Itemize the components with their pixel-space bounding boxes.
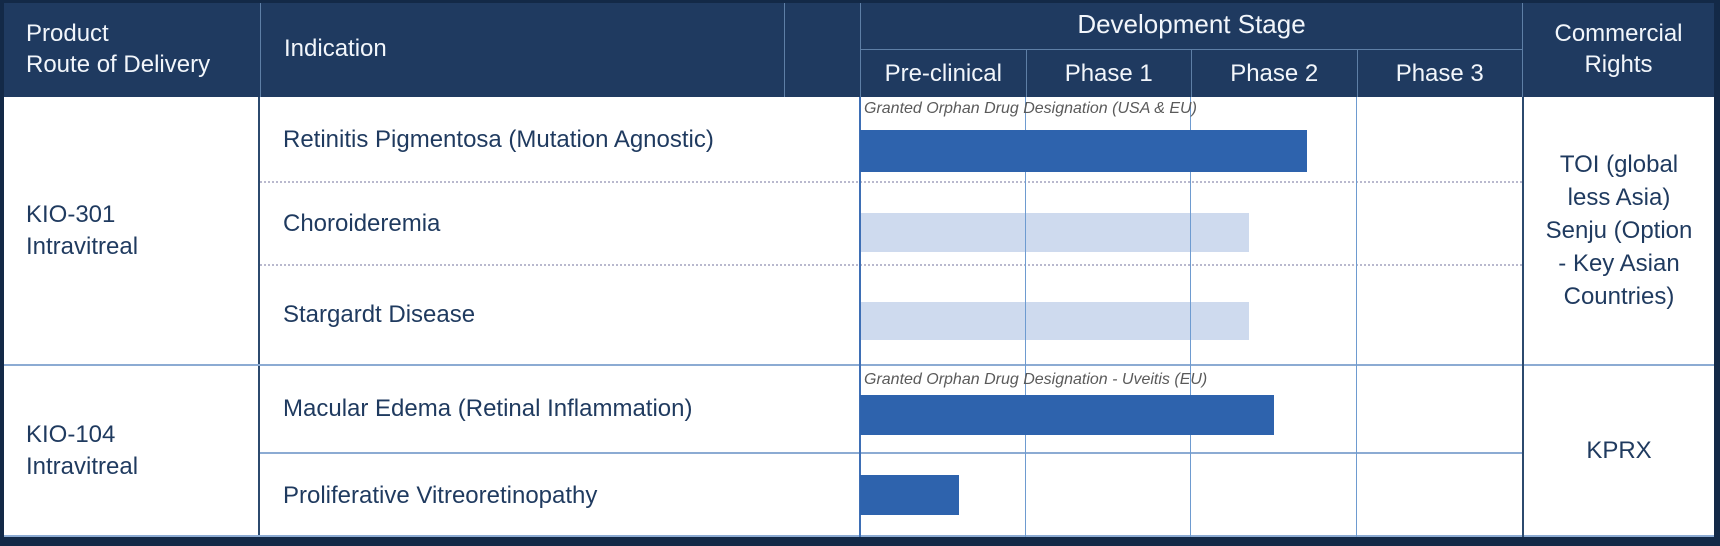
commercial-rights-divider	[1522, 97, 1524, 537]
stage-column-header-phase1: Phase 1	[1025, 50, 1192, 97]
header-product-column: Product Route of Delivery	[0, 0, 260, 97]
indication-cell: Stargardt Disease	[283, 301, 476, 328]
indication-cell: Retinitis Pigmentosa (Mutation Agnostic)	[283, 125, 714, 153]
gridline-phase2	[1190, 97, 1191, 537]
gridline-chart-start	[859, 97, 861, 537]
stage-chart-cell	[860, 266, 1522, 364]
stage-column-header-phase2: Phase 2	[1191, 50, 1357, 97]
stage-subheader-row: Pre-clinical Phase 1 Phase 2 Phase 3	[861, 50, 1522, 97]
gridline-phase3	[1356, 97, 1357, 537]
pipeline-row-stargardt: Stargardt Disease	[260, 266, 1522, 364]
orphan-drug-annotation: Granted Orphan Drug Designation - Uveiti…	[864, 371, 1208, 388]
commercial-rights-cell-kio-104: KPRX	[1586, 437, 1652, 464]
pipeline-row-retinitis: Retinitis Pigmentosa (Mutation Agnostic)…	[260, 97, 1522, 182]
stage-bar-proliferative	[860, 475, 960, 515]
indication-cell: Proliferative Vitreoretinopathy	[283, 481, 598, 509]
group-separator-line	[0, 364, 1714, 366]
row-separator-solid	[260, 452, 1522, 454]
stage-bar-retinitis	[860, 130, 1307, 172]
stage-bar-stargardt	[860, 302, 1249, 340]
product-indication-divider	[258, 97, 260, 537]
header-indication-column: Indication	[260, 0, 784, 97]
row-separator-dotted	[260, 181, 1522, 183]
header-development-stage-title: Development Stage	[861, 0, 1522, 50]
indication-cell: Macular Edema (Retinal Inflammation)	[283, 395, 693, 422]
table-border-right	[1714, 0, 1720, 546]
stage-chart-cell: Granted Orphan Drug Designation - Uveiti…	[860, 366, 1522, 452]
stage-chart-cell: Granted Orphan Drug Designation (USA & E…	[860, 97, 1522, 182]
table-border-left	[0, 0, 4, 546]
product-cell-kio-104: KIO-104 Intravitreal	[0, 364, 259, 537]
stage-column-header-preclinical: Pre-clinical	[884, 59, 1002, 87]
table-border-top	[0, 0, 1720, 3]
commercial-rights-cell-kio-301: TOI (global less Asia) Senju (Option - K…	[1545, 151, 1693, 310]
pipeline-row-choroideremia: Choroideremia	[260, 183, 1522, 265]
stage-bar-macular-edema	[860, 395, 1274, 435]
header-commercial-rights-column: Commercial Rights	[1522, 0, 1714, 97]
header-development-stage-block: Development Stage Pre-clinical Phase 1 P…	[860, 0, 1522, 97]
stage-bar-choroideremia	[860, 213, 1249, 252]
table-bottom-rule	[0, 535, 1714, 537]
product-cell-kio-301: KIO-301 Intravitreal	[0, 97, 259, 364]
stage-chart-cell	[860, 454, 1522, 537]
pipeline-row-macular-edema: Macular Edema (Retinal Inflammation) Gra…	[260, 366, 1522, 452]
stage-column-header-phase3: Phase 3	[1356, 50, 1523, 97]
header-spacer-cell	[784, 0, 860, 97]
table-border-bottom	[0, 537, 1720, 546]
orphan-drug-annotation: Granted Orphan Drug Designation (USA & E…	[864, 100, 1197, 117]
gridline-phase1	[1025, 97, 1026, 537]
row-separator-dotted	[260, 264, 1522, 266]
stage-chart-cell	[860, 183, 1522, 265]
pipeline-row-proliferative: Proliferative Vitreoretinopathy	[260, 454, 1522, 537]
indication-cell: Choroideremia	[283, 210, 441, 237]
